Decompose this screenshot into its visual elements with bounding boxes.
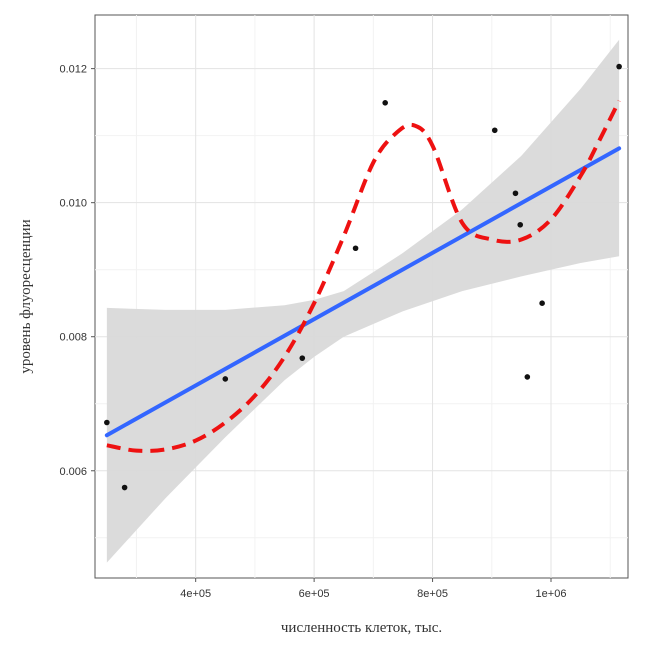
x-tick-label: 4e+05 xyxy=(180,588,211,600)
x-tick-label: 1e+06 xyxy=(536,588,567,600)
x-tick-label: 6e+05 xyxy=(299,588,330,600)
data-point xyxy=(382,100,388,106)
confidence-band xyxy=(106,39,620,563)
confidence-band-layer xyxy=(106,39,620,563)
data-point xyxy=(491,127,498,134)
data-point xyxy=(616,63,622,70)
x-tick-label: 8e+05 xyxy=(417,588,448,600)
smooth-fit-curve xyxy=(106,99,621,453)
data-point xyxy=(352,245,359,252)
data-point xyxy=(524,374,531,380)
data-point xyxy=(121,484,128,491)
fit-lines-layer xyxy=(104,99,622,453)
data-point xyxy=(299,355,306,361)
data-point xyxy=(512,190,519,197)
y-tick-label: 0.010 xyxy=(59,198,87,210)
y-tick-label: 0.008 xyxy=(59,332,87,344)
linear-fit-line xyxy=(104,146,622,438)
y-tick-label: 0.012 xyxy=(59,64,87,76)
data-point xyxy=(222,376,229,382)
data-point xyxy=(517,221,524,228)
axes-layer: 4e+05 6e+05 8e+05 1e+06 0.006 0.008 0.010 0.012 xyxy=(59,64,566,600)
y-tick-label: 0.006 xyxy=(59,466,87,478)
data-point xyxy=(539,300,545,307)
x-axis-title: численность клеток, тыс. xyxy=(281,620,442,636)
y-axis-title: уровень флуоресценции xyxy=(18,219,34,373)
data-point xyxy=(104,419,110,426)
points-layer xyxy=(104,63,622,491)
